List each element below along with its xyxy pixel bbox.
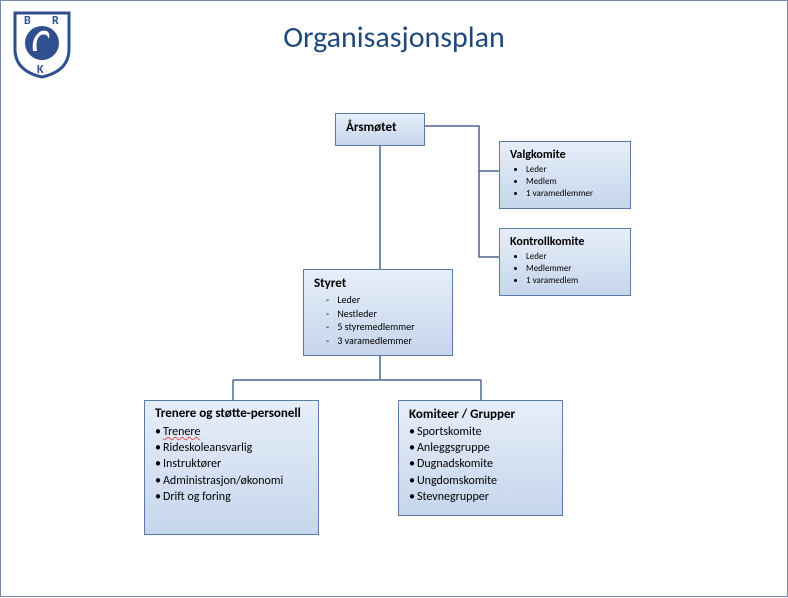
- node-title: Trenere og støtte-personell: [155, 407, 308, 422]
- node-title: Styret: [314, 276, 442, 291]
- list-item: 5 styremedlemmer: [318, 320, 442, 334]
- list-item: 1 varamedlemmer: [526, 188, 620, 200]
- node-title: Årsmøtet: [346, 120, 414, 135]
- list-item: Anleggsgruppe: [409, 440, 552, 456]
- node-arsmotet: Årsmøtet: [335, 113, 425, 146]
- list-item: Rideskoleansvarlig: [155, 440, 308, 456]
- list-item: Medlemmer: [526, 263, 620, 275]
- node-kontrollkomite: Kontrollkomite LederMedlemmer1 varamedle…: [499, 228, 631, 296]
- node-title: Valgkomite: [510, 148, 620, 162]
- node-items: LederMedlemmer1 varamedlem: [510, 251, 620, 287]
- list-item: Sportskomite: [409, 424, 552, 440]
- node-items: SportskomiteAnleggsgruppeDugnadskomiteUn…: [409, 424, 552, 505]
- list-item: 3 varamedlemmer: [318, 334, 442, 348]
- node-komiteer: Komiteer / Grupper SportskomiteAnleggsgr…: [398, 400, 563, 516]
- list-item: Stevnegrupper: [409, 489, 552, 505]
- node-styret: Styret LederNestleder5 styremedlemmer3 v…: [303, 269, 453, 356]
- node-valgkomite: Valgkomite LederMedlem1 varamedlemmer: [499, 141, 631, 209]
- slide-canvas: B R K Organisasjonsplan Årsmøtet Valgkom…: [0, 0, 788, 597]
- node-items: LederMedlem1 varamedlemmer: [510, 164, 620, 200]
- node-trenere: Trenere og støtte-personell TrenereRides…: [144, 400, 319, 535]
- list-item: Trenere: [155, 424, 308, 440]
- list-item: Ungdomskomite: [409, 473, 552, 489]
- list-item: Nestleder: [318, 307, 442, 321]
- list-item: Leder: [318, 293, 442, 307]
- list-item: Leder: [526, 164, 620, 176]
- list-item: Leder: [526, 251, 620, 263]
- page-title: Organisasjonsplan: [1, 19, 787, 56]
- list-item: Administrasjon/økonomi: [155, 473, 308, 489]
- list-item: Medlem: [526, 176, 620, 188]
- logo-letter-k: K: [37, 63, 44, 77]
- node-title: Kontrollkomite: [510, 235, 620, 249]
- node-title: Komiteer / Grupper: [409, 407, 552, 422]
- list-item: Drift og foring: [155, 489, 308, 505]
- list-item: Dugnadskomite: [409, 456, 552, 472]
- node-items: TrenereRideskoleansvarligInstruktørerAdm…: [155, 424, 308, 505]
- connector: [479, 171, 499, 257]
- connector: [425, 126, 499, 171]
- list-item: Instruktører: [155, 456, 308, 472]
- list-item: 1 varamedlem: [526, 275, 620, 287]
- node-items: LederNestleder5 styremedlemmer3 varamedl…: [314, 293, 442, 347]
